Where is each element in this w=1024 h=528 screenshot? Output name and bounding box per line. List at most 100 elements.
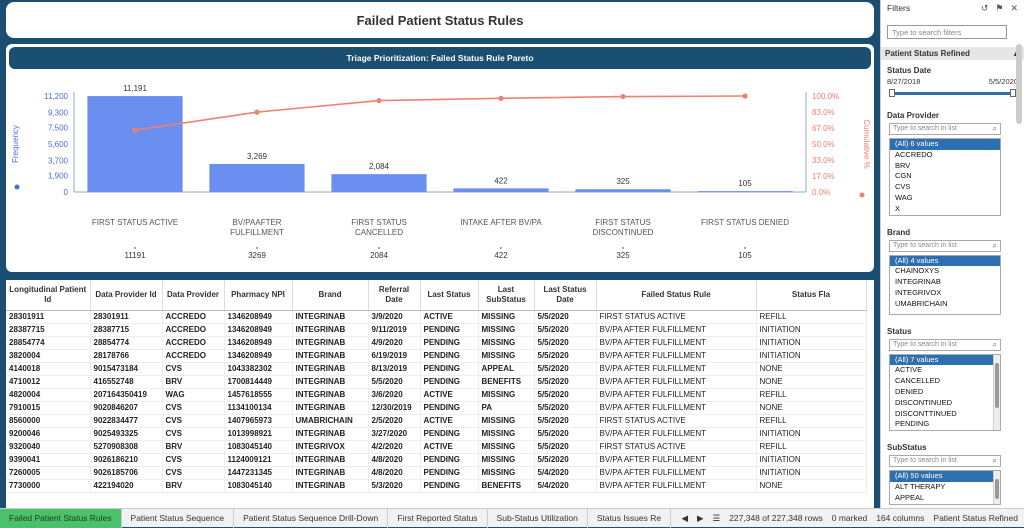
filter-list-item[interactable]: INTEGRINAB bbox=[895, 277, 941, 287]
table-cell: INTEGRINAB bbox=[292, 375, 369, 389]
filter-list-item[interactable]: CANCELLED bbox=[895, 376, 941, 386]
sheet-tab[interactable]: Patient Status Sequence Drill-Down bbox=[234, 508, 389, 528]
slider-handle-start[interactable] bbox=[889, 89, 895, 97]
filter-list-item[interactable]: ACTIVE bbox=[895, 365, 923, 375]
tab-scroll-left-icon[interactable]: ◀ bbox=[681, 512, 689, 523]
table-row[interactable]: 7260005 9026185706 CVS 1447231345 INTEGRINAB… bbox=[6, 466, 867, 480]
status-search[interactable]: Type to search in list ⌕ bbox=[889, 338, 1001, 351]
pin-icon[interactable]: ⚑ bbox=[995, 2, 1004, 13]
filters-scrollbar[interactable] bbox=[1016, 44, 1022, 124]
table-cell: 5/4/2020 bbox=[534, 466, 597, 480]
brand-search[interactable]: Type to search in list ⌕ bbox=[889, 239, 1001, 252]
table-cell: BENEFITS bbox=[478, 375, 535, 389]
column-header[interactable]: Brand bbox=[292, 280, 369, 311]
table-cell: PA bbox=[478, 401, 535, 415]
y-tick-label-right: 17.0% bbox=[812, 172, 835, 181]
filter-list-item[interactable]: CVS bbox=[895, 182, 911, 192]
column-header[interactable]: Status Fla bbox=[756, 280, 867, 311]
filter-list-item[interactable]: DENIED bbox=[895, 386, 924, 396]
filter-list-item[interactable]: WAG bbox=[895, 192, 913, 202]
table-cell: 9022834477 bbox=[90, 414, 163, 428]
column-header[interactable]: Data Provider Id bbox=[90, 280, 163, 311]
bar bbox=[331, 174, 427, 192]
table-cell: PENDING bbox=[420, 362, 479, 376]
filter-list-item[interactable]: APPEAL bbox=[895, 492, 925, 502]
legend-marker-frequency bbox=[14, 184, 20, 190]
tab-menu-icon[interactable]: ☰ bbox=[712, 512, 721, 523]
sheet-tab[interactable]: Status Issues Re bbox=[588, 508, 672, 528]
filter-list-item[interactable]: X bbox=[895, 203, 901, 213]
column-header[interactable]: Data Provider bbox=[162, 280, 225, 311]
filter-list-item[interactable]: DISCONTINUED bbox=[895, 397, 953, 407]
table-row[interactable]: 28854774 28854774 ACCREDO 1346208949 INTEGRI… bbox=[6, 336, 867, 350]
filter-list-item[interactable]: PENDING bbox=[895, 419, 930, 429]
table-cell: CVS bbox=[162, 401, 225, 415]
page-title: Failed Patient Status Rules bbox=[356, 12, 524, 28]
table-row[interactable]: 9320040 5270908308 BRV 1083045140 INTEGRIVOX… bbox=[6, 440, 867, 454]
filter-list-item[interactable]: CGN bbox=[895, 171, 912, 181]
sheet-tab[interactable]: Patient Status Sequence bbox=[122, 508, 235, 528]
column-header[interactable]: Last Status Date bbox=[534, 280, 597, 311]
filter-list-item[interactable]: CHAINOXYS bbox=[895, 266, 940, 276]
filter-search-input[interactable]: Type to search filters bbox=[887, 25, 1007, 39]
substatus-search[interactable]: Type to search in list ⌕ bbox=[889, 455, 1001, 468]
filter-list-item[interactable]: (All) 50 values bbox=[890, 471, 1000, 482]
filters-header: Filters ↺ ⚑ ✕ bbox=[881, 0, 1024, 16]
filter-list-item[interactable]: ACCREDO bbox=[895, 149, 933, 159]
close-icon[interactable]: ✕ bbox=[1010, 2, 1018, 13]
column-header[interactable]: Failed Status Rule bbox=[596, 280, 757, 311]
table-row[interactable]: 9200046 9025493325 CVS 1013998921 INTEGRINAB… bbox=[6, 427, 867, 441]
table-row[interactable]: 4710012 416552748 BRV 1700814449 INTEGRINAB 5… bbox=[6, 375, 867, 389]
search-icon: ⌕ bbox=[992, 456, 997, 466]
table-row[interactable]: 7730000 422194020 BRV 1083045140 INTEGRINAB 5… bbox=[6, 479, 867, 493]
table-row[interactable]: 4140018 9015473184 CVS 1043382302 INTEGRINAB… bbox=[6, 362, 867, 376]
filter-list-item[interactable]: (All) 7 values bbox=[890, 354, 1000, 366]
filter-section-header[interactable]: Patient Status Refined ▲ bbox=[881, 47, 1024, 60]
table-cell: 28178766 bbox=[90, 349, 163, 363]
cumulative-point bbox=[376, 98, 382, 104]
column-header[interactable]: Longitudinal Patient Id bbox=[6, 280, 91, 311]
list-scrollbar[interactable] bbox=[993, 354, 1000, 431]
filter-list-item[interactable]: (All) 6 values bbox=[890, 139, 1000, 150]
table-cell: 1043382302 bbox=[224, 362, 293, 376]
filter-list-item[interactable]: INTEGRIVOX bbox=[895, 287, 942, 297]
table-row[interactable]: 4820004 207164350419 WAG 1457618555 INTEGRIN… bbox=[6, 388, 867, 402]
legend-marker-cumulative bbox=[859, 192, 865, 198]
sheet-tab[interactable]: Sub-Status Utilization bbox=[488, 508, 588, 528]
table-cell: REFILL bbox=[756, 388, 867, 402]
filter-list-item[interactable]: BRV bbox=[895, 160, 911, 170]
filter-list-item[interactable]: UMABRICHAIN bbox=[895, 298, 948, 308]
table-cell: MISSING bbox=[478, 427, 535, 441]
table-row[interactable]: 28301911 28301911 ACCREDO 1346208949 INTEGRI… bbox=[6, 310, 867, 324]
data-provider-search[interactable]: Type to search in list ⌕ bbox=[889, 123, 1001, 135]
pareto-chart[interactable]: 0 1,900 3,700 5,600 7,500 9,300 11,200 0.0% 17.0… bbox=[6, 44, 874, 272]
table-row[interactable]: 28387715 28387715 ACCREDO 1346208949 INTEGRI… bbox=[6, 323, 867, 337]
filter-list-item[interactable]: ALT THERAPY bbox=[895, 481, 946, 491]
table-row[interactable]: 8560000 9022834477 CVS 1407965973 UMABRICHAI… bbox=[6, 414, 867, 428]
column-header[interactable]: Referral Date bbox=[368, 280, 421, 311]
table-row[interactable]: 7910015 9020846207 CVS 1134100134 INTEGRINAB… bbox=[6, 401, 867, 415]
x-sub-label: 325 bbox=[616, 251, 630, 260]
sheet-tab[interactable]: First Reported Status bbox=[388, 508, 488, 528]
filter-list-item[interactable]: (All) 4 values bbox=[890, 255, 1000, 267]
cumulative-point bbox=[254, 109, 260, 115]
status-bar: ◀ ▶ ☰ 227,348 of 227,348 rows 0 marked 1… bbox=[681, 513, 1024, 524]
table-cell: PENDING bbox=[420, 323, 479, 337]
table-cell: INTEGRIVOX bbox=[292, 440, 369, 454]
sheet-tab[interactable]: Failed Patient Status Rules bbox=[0, 508, 122, 528]
filter-list-item[interactable]: DISCONTTINUED bbox=[895, 408, 957, 418]
column-header[interactable]: Last SubStatus bbox=[478, 280, 535, 311]
slider-handle-end[interactable] bbox=[1010, 89, 1016, 97]
list-scrollbar[interactable] bbox=[993, 471, 1000, 504]
reset-icon[interactable]: ↺ bbox=[980, 2, 989, 13]
table-cell: 1346208949 bbox=[224, 310, 293, 324]
column-header[interactable]: Last Status bbox=[420, 280, 479, 311]
table-cell: 9320040 bbox=[6, 440, 91, 454]
table-cell: 4/2/2020 bbox=[368, 440, 421, 454]
column-header[interactable]: Pharmacy NPI bbox=[224, 280, 293, 311]
table-row[interactable]: 3820004 28178766 ACCREDO 1346208949 INTEGRIN… bbox=[6, 349, 867, 363]
table-row[interactable]: 9390041 9026186210 CVS 1124009121 INTEGRINAB… bbox=[6, 453, 867, 467]
table-cell: CVS bbox=[162, 466, 225, 480]
tab-scroll-right-icon[interactable]: ▶ bbox=[697, 512, 704, 523]
status-date-slider[interactable] bbox=[889, 89, 1016, 97]
